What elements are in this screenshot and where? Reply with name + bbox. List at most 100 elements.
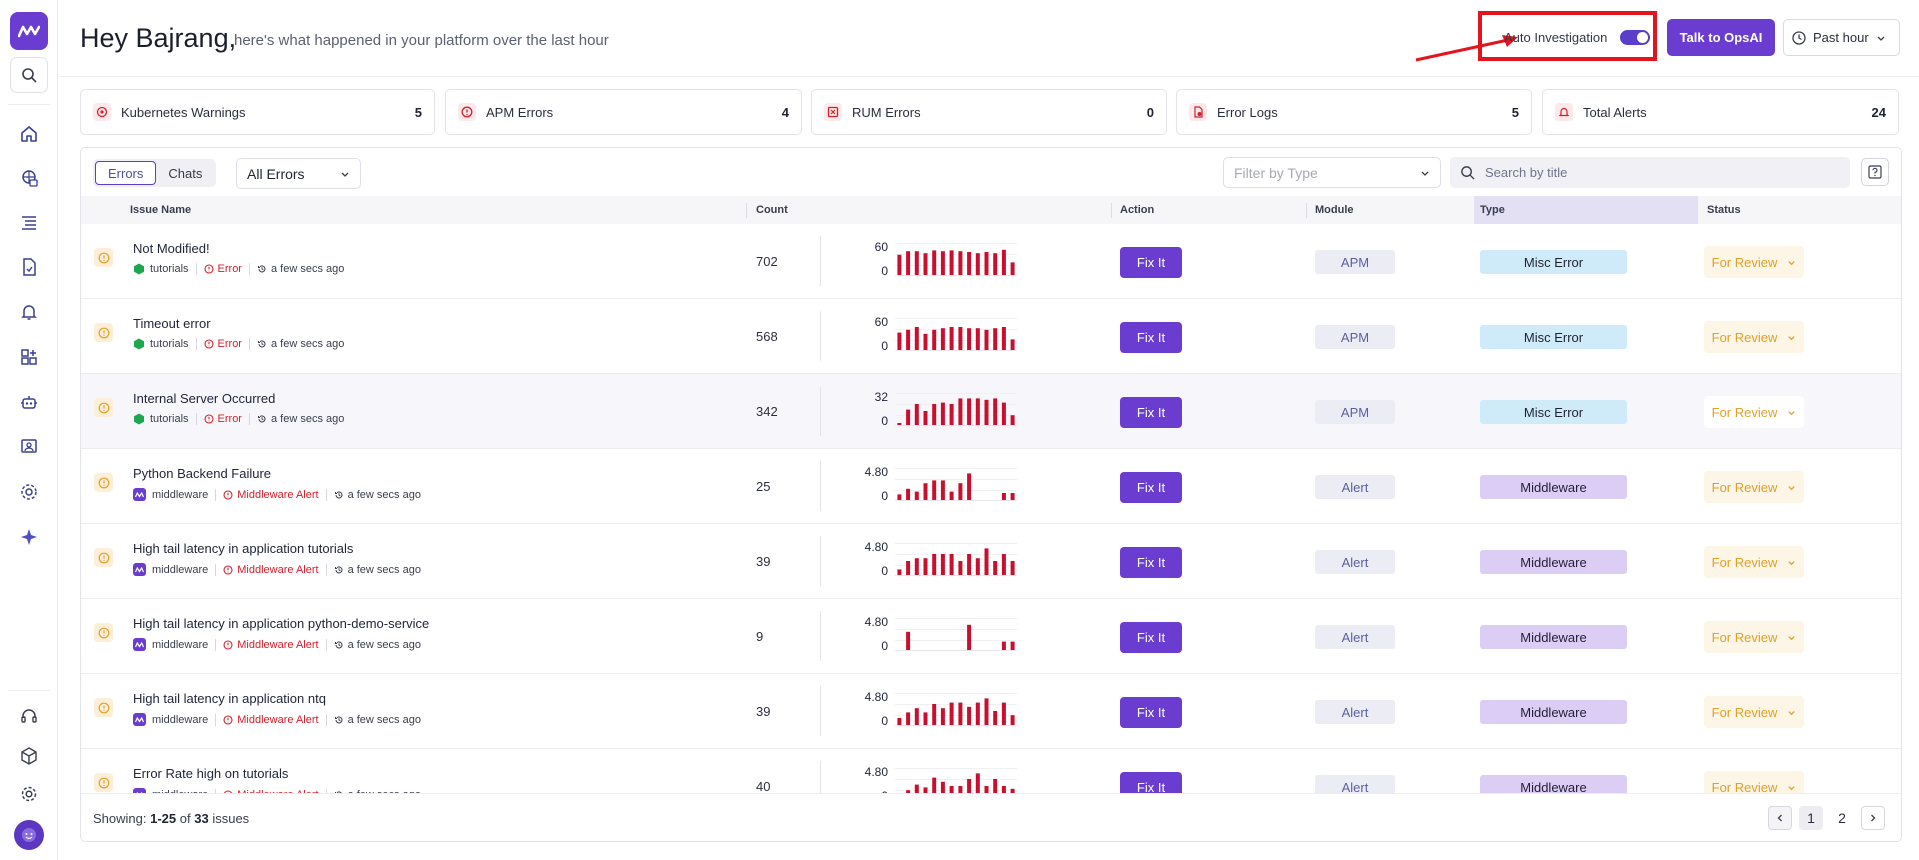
status-dropdown[interactable]: For Review — [1704, 246, 1804, 278]
module-badge: Alert — [1315, 475, 1395, 499]
status-label: For Review — [1711, 329, 1778, 345]
status-dropdown[interactable]: For Review — [1704, 471, 1804, 503]
report-icon[interactable] — [14, 252, 44, 282]
table-row[interactable]: High tail latency in application tutoria… — [81, 524, 1901, 599]
node-hexagon-icon — [134, 413, 144, 425]
fix-it-button[interactable]: Fix It — [1120, 397, 1182, 428]
issue-title[interactable]: Timeout error — [133, 316, 211, 331]
sparkline-divider — [820, 686, 821, 736]
fix-it-button[interactable]: Fix It — [1120, 247, 1182, 278]
package-icon[interactable] — [14, 741, 44, 771]
stat-card-total-alerts[interactable]: Total Alerts 24 — [1542, 89, 1899, 135]
issue-time-label: a few secs ago — [347, 638, 421, 651]
sparkline-bar — [975, 773, 980, 800]
status-dropdown[interactable]: For Review — [1704, 396, 1804, 428]
next-page-button[interactable] — [1861, 806, 1885, 830]
issue-count: 39 — [756, 554, 771, 569]
issue-kind-label: Error — [217, 413, 242, 425]
status-dropdown[interactable]: For Review — [1704, 321, 1804, 353]
table-row[interactable]: Python Backend Failure middleware Middlewa… — [81, 449, 1901, 524]
fix-it-button[interactable]: Fix It — [1120, 697, 1182, 728]
settings-icon[interactable] — [14, 779, 44, 809]
help-button[interactable] — [1861, 158, 1889, 186]
issue-warning-icon — [94, 623, 113, 642]
issue-title[interactable]: Internal Server Occurred — [133, 391, 276, 406]
sparkline-bar — [967, 624, 972, 650]
sparkline-bar — [906, 488, 911, 500]
issue-title[interactable]: High tail latency in application tutoria… — [133, 541, 354, 556]
column-status[interactable]: Status — [1707, 204, 1741, 216]
sparkline-bar — [906, 409, 911, 425]
chevron-down-icon — [341, 172, 349, 177]
issue-title[interactable]: High tail latency in application ntq — [133, 691, 326, 706]
stat-count: 5 — [1511, 104, 1519, 120]
fix-it-button[interactable]: Fix It — [1120, 322, 1182, 353]
title-search-input[interactable]: Search by title — [1450, 157, 1850, 188]
issue-title[interactable]: High tail latency in application python-… — [133, 616, 430, 631]
fix-it-button[interactable]: Fix It — [1120, 622, 1182, 653]
ai-sparkle-icon[interactable] — [14, 522, 44, 552]
table-row[interactable]: High tail latency in application ntq midd… — [81, 674, 1901, 749]
stat-card-error-logs[interactable]: Error Logs 5 — [1176, 89, 1532, 135]
issue-title[interactable]: Not Modified! — [133, 241, 210, 256]
sparkline-chart — [895, 393, 1017, 426]
user-monitor-icon[interactable] — [14, 432, 44, 462]
sparkline-bar — [993, 779, 998, 800]
issue-warning-icon — [94, 698, 113, 717]
stat-card-apm[interactable]: APM Errors 4 — [445, 89, 802, 135]
error-circle-icon — [203, 264, 214, 274]
bot-icon[interactable] — [14, 387, 44, 417]
prev-page-button[interactable] — [1768, 806, 1792, 830]
time-range-select[interactable]: Past hour — [1783, 19, 1900, 56]
sparkline-bar — [914, 558, 919, 575]
support-icon[interactable] — [14, 702, 44, 732]
table-row[interactable]: Internal Server Occurred tutorials Error a … — [81, 374, 1901, 449]
user-avatar[interactable] — [14, 820, 44, 850]
column-action[interactable]: Action — [1120, 204, 1155, 216]
tab-chats[interactable]: Chats — [168, 165, 203, 181]
logs-icon[interactable] — [14, 207, 44, 237]
status-dropdown[interactable]: For Review — [1704, 696, 1804, 728]
sparkline-bar — [1010, 715, 1015, 725]
middleware-logo[interactable] — [10, 12, 48, 50]
sparkline-bar — [975, 328, 980, 350]
page-1-button[interactable]: 1 — [1799, 806, 1823, 830]
stat-card-kubernetes[interactable]: Kubernetes Warnings 5 — [80, 89, 435, 135]
infrastructure-icon[interactable] — [14, 163, 44, 193]
table-row[interactable]: Not Modified! tutorials Error a few secs ag… — [81, 224, 1901, 299]
status-dropdown[interactable]: For Review — [1704, 546, 1804, 578]
issue-meta: middleware Middleware Alert a few secs ago — [133, 713, 421, 726]
sidebar-search-button[interactable] — [10, 57, 48, 93]
home-icon[interactable] — [14, 119, 44, 149]
type-filter-select[interactable]: Filter by Type — [1223, 157, 1441, 188]
stat-count: 24 — [1871, 104, 1886, 120]
table-row[interactable]: Timeout error tutorials Error a few secs ag… — [81, 299, 1901, 374]
issue-title[interactable]: Python Backend Failure — [133, 466, 272, 481]
tab-errors[interactable]: Errors — [95, 161, 157, 185]
showing-count: Showing: 1-25 of 33 issues — [93, 811, 250, 826]
sparkline-bar — [1010, 561, 1015, 575]
column-divider — [1111, 203, 1112, 218]
issue-title[interactable]: Error Rate high on tutorials — [133, 766, 289, 781]
talk-to-opsai-button[interactable]: Talk to OpsAI — [1667, 19, 1775, 56]
alerts-icon[interactable] — [14, 297, 44, 327]
column-module[interactable]: Module — [1315, 204, 1354, 216]
stat-card-rum[interactable]: RUM Errors 0 — [811, 89, 1167, 135]
module-badge: APM — [1315, 325, 1395, 349]
fix-it-button[interactable]: Fix It — [1120, 472, 1182, 503]
dashboard-add-icon[interactable] — [14, 342, 44, 372]
error-filter-select[interactable]: All Errors — [236, 158, 361, 189]
auto-investigation-toggle[interactable] — [1620, 30, 1650, 45]
fix-it-button[interactable]: Fix It — [1120, 547, 1182, 578]
table-row[interactable]: High tail latency in application python-… — [81, 599, 1901, 674]
column-count[interactable]: Count — [756, 204, 788, 216]
greeting-subtitle: here's what happened in your platform ov… — [234, 32, 609, 49]
sparkline-bar — [940, 251, 945, 275]
pagination-footer: Showing: 1-25 of 33 issues 1 2 — [81, 793, 1901, 841]
settings-cog-icon[interactable] — [14, 477, 44, 507]
sparkline-bar — [949, 554, 954, 575]
column-issue-name[interactable]: Issue Name — [130, 204, 192, 216]
column-type[interactable]: Type — [1480, 204, 1505, 216]
status-dropdown[interactable]: For Review — [1704, 621, 1804, 653]
page-2-button[interactable]: 2 — [1838, 810, 1846, 826]
